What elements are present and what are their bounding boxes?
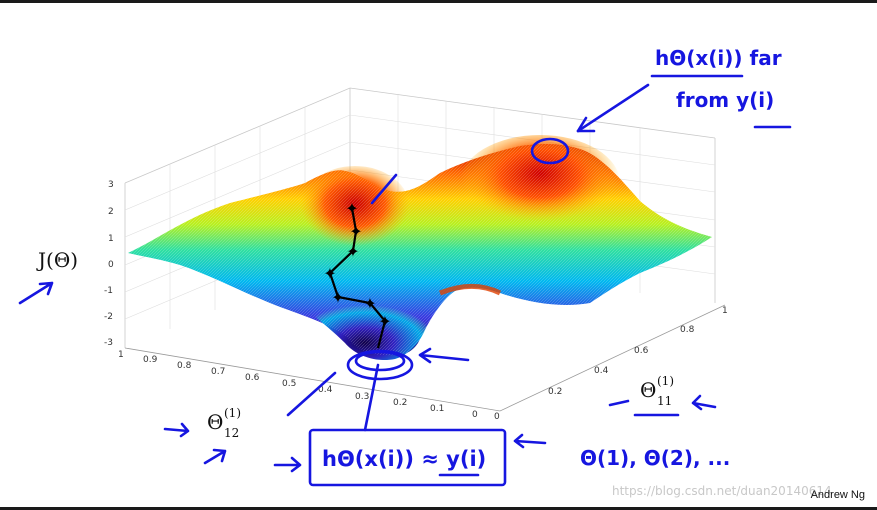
z-tick: 3 xyxy=(108,180,114,190)
far-annotation-top: hΘ(x(i)) far xyxy=(655,46,782,70)
left-tick: 0.5 xyxy=(282,379,296,389)
author-credit: Andrew Ng xyxy=(810,489,865,501)
z-tick: 0 xyxy=(108,260,114,270)
z-axis-ticks: 3 2 1 0 -1 -2 -3 xyxy=(104,180,114,348)
theta11-superscript: (1) xyxy=(657,374,674,388)
box-arrow-right xyxy=(513,433,547,449)
theta12-subscript: 12 xyxy=(224,426,239,440)
theta11-subscript: 11 xyxy=(657,394,672,408)
cost-surface-figure: 3 2 1 0 -1 -2 -3 1 0.9 0.8 0.7 0.6 0.5 0… xyxy=(18,46,792,487)
z-tick: 1 xyxy=(108,234,114,244)
left-tick: 0.3 xyxy=(355,392,369,402)
theta12-arrow-surface xyxy=(286,371,337,417)
theta12-superscript: (1) xyxy=(224,406,241,420)
theta12-arrow-left xyxy=(163,422,190,438)
svg-text:✦: ✦ xyxy=(323,264,336,283)
theta12-symbol: Θ xyxy=(207,410,223,434)
arrow-to-peak xyxy=(576,83,650,133)
right-tick: 0.6 xyxy=(634,346,649,356)
box-to-minimum-line xyxy=(363,363,380,432)
left-tick: 0.4 xyxy=(318,385,333,395)
right-tick: 0 xyxy=(494,412,500,422)
ink-annotations: hΘ(x(i)) far from y(i) hΘ(x(i)) ≈ y(i) Θ… xyxy=(18,46,792,487)
parameters-list: Θ(1), Θ(2), ... xyxy=(580,446,730,470)
gradient-descent-path: ✦ ✦ ✦ ✦ ✦ ✦ ✦ xyxy=(323,199,392,349)
svg-text:✦: ✦ xyxy=(345,199,358,218)
minimum-circle-outer xyxy=(346,349,414,381)
svg-text:✦: ✦ xyxy=(363,294,376,313)
theta11-arrow-right xyxy=(691,394,717,411)
svg-text:✦: ✦ xyxy=(349,222,362,241)
watermark: https://blog.csdn.net/duan20140614 xyxy=(612,484,832,498)
left-tick: 0.7 xyxy=(211,367,225,377)
left-tick: 0.6 xyxy=(245,373,260,383)
far-annotation-bottom: from y(i) xyxy=(676,88,774,112)
left-tick: 0 xyxy=(472,410,478,420)
left-tick: 1 xyxy=(118,350,124,360)
theta12-label: Θ (1) 12 xyxy=(207,406,241,440)
right-tick: 0.8 xyxy=(680,325,695,335)
right-tick: 0.4 xyxy=(594,366,609,376)
box-arrow-left xyxy=(273,456,302,473)
z-tick: -3 xyxy=(104,338,113,348)
minimum-arrow xyxy=(418,347,470,364)
left-tick: 0.8 xyxy=(177,361,192,371)
left-tick: 0.1 xyxy=(430,404,444,414)
fit-formula: hΘ(x(i)) ≈ y(i) xyxy=(322,447,486,471)
svg-text:✦: ✦ xyxy=(346,242,359,261)
z-tick: -1 xyxy=(104,286,113,296)
svg-text:✦: ✦ xyxy=(378,312,391,331)
z-tick: 2 xyxy=(108,207,114,217)
z-tick: -2 xyxy=(104,312,113,322)
theta12-arrow-below xyxy=(203,448,227,465)
cost-axis-label: J(Θ) xyxy=(36,248,78,272)
theta11-label: Θ (1) 11 xyxy=(640,374,674,408)
cost-arrow xyxy=(18,281,54,305)
right-tick: 1 xyxy=(722,306,728,316)
descent-arrow xyxy=(370,173,398,205)
left-tick: 0.2 xyxy=(393,398,407,408)
cost-surface xyxy=(128,135,712,361)
theta11-arrow-left xyxy=(608,399,630,407)
left-tick: 0.9 xyxy=(143,355,158,365)
theta11-symbol: Θ xyxy=(640,378,656,402)
left-axis-ticks: 1 0.9 0.8 0.7 0.6 0.5 0.4 0.3 0.2 0.1 0 xyxy=(118,350,478,420)
svg-text:✦: ✦ xyxy=(331,288,344,307)
peak-circle xyxy=(530,137,570,165)
right-axis-ticks: 0 0.2 0.4 0.6 0.8 1 xyxy=(494,306,728,422)
fit-formula-box xyxy=(308,428,507,487)
right-tick: 0.2 xyxy=(548,387,562,397)
